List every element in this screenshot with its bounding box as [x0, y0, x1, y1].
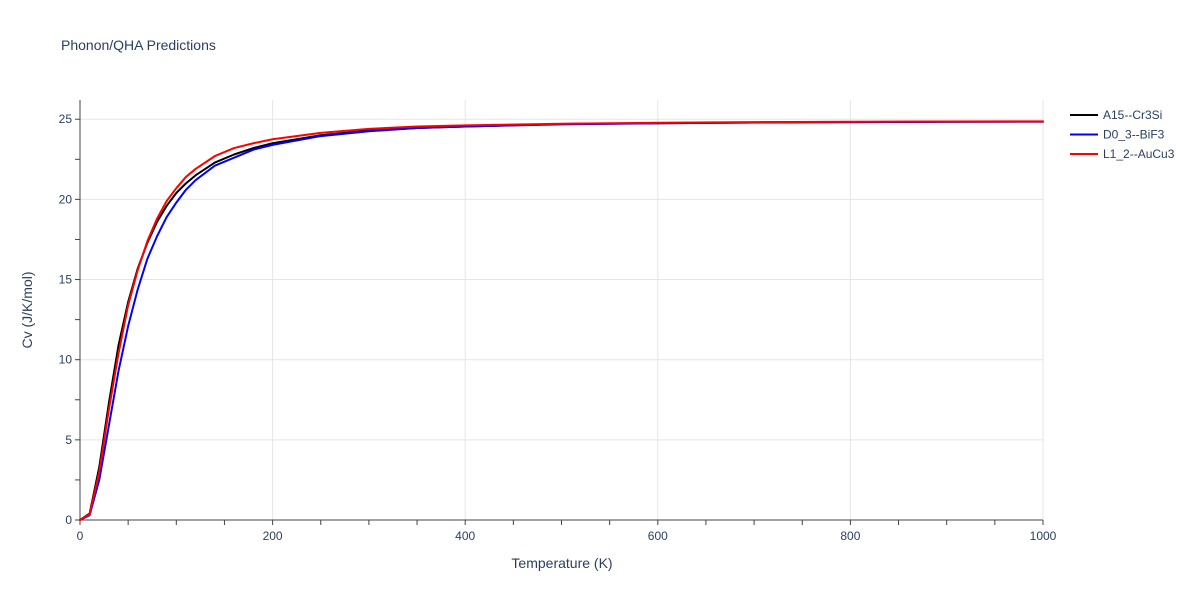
legend-label: D0_3--BiF3: [1103, 128, 1165, 142]
legend-label: A15--Cr3Si: [1103, 108, 1162, 122]
y-tick-label: 20: [59, 192, 73, 206]
y-axis-title: Cv (J/K/mol): [19, 272, 35, 349]
x-tick-label: 400: [455, 529, 475, 543]
legend-label: L1_2--AuCu3: [1103, 147, 1175, 161]
y-tick-label: 25: [59, 112, 73, 126]
legend-item[interactable]: L1_2--AuCu3: [1070, 147, 1175, 161]
chart-title: Phonon/QHA Predictions: [61, 37, 216, 53]
grid: [80, 100, 1044, 520]
y-tick-label: 15: [59, 273, 73, 287]
x-tick-label: 1000: [1030, 529, 1057, 543]
y-tick-label: 5: [65, 433, 72, 447]
y-tick-label: 0: [65, 513, 72, 527]
axes: 0 200 400 600 800 1000 0 5 10 15 20 25: [59, 100, 1057, 543]
x-tick-label: 600: [648, 529, 668, 543]
x-axis-title: Temperature (K): [511, 555, 612, 571]
legend: A15--Cr3Si D0_3--BiF3 L1_2--AuCu3: [1070, 108, 1175, 161]
legend-item[interactable]: A15--Cr3Si: [1070, 108, 1162, 122]
x-tick-label: 200: [263, 529, 283, 543]
series-line-l1-2-aucu3: [79, 120, 1044, 521]
legend-item[interactable]: D0_3--BiF3: [1070, 128, 1165, 142]
x-tick-label: 0: [77, 529, 84, 543]
y-tick-label: 10: [59, 353, 73, 367]
plot-area: [79, 120, 1044, 521]
x-tick-label: 800: [840, 529, 860, 543]
